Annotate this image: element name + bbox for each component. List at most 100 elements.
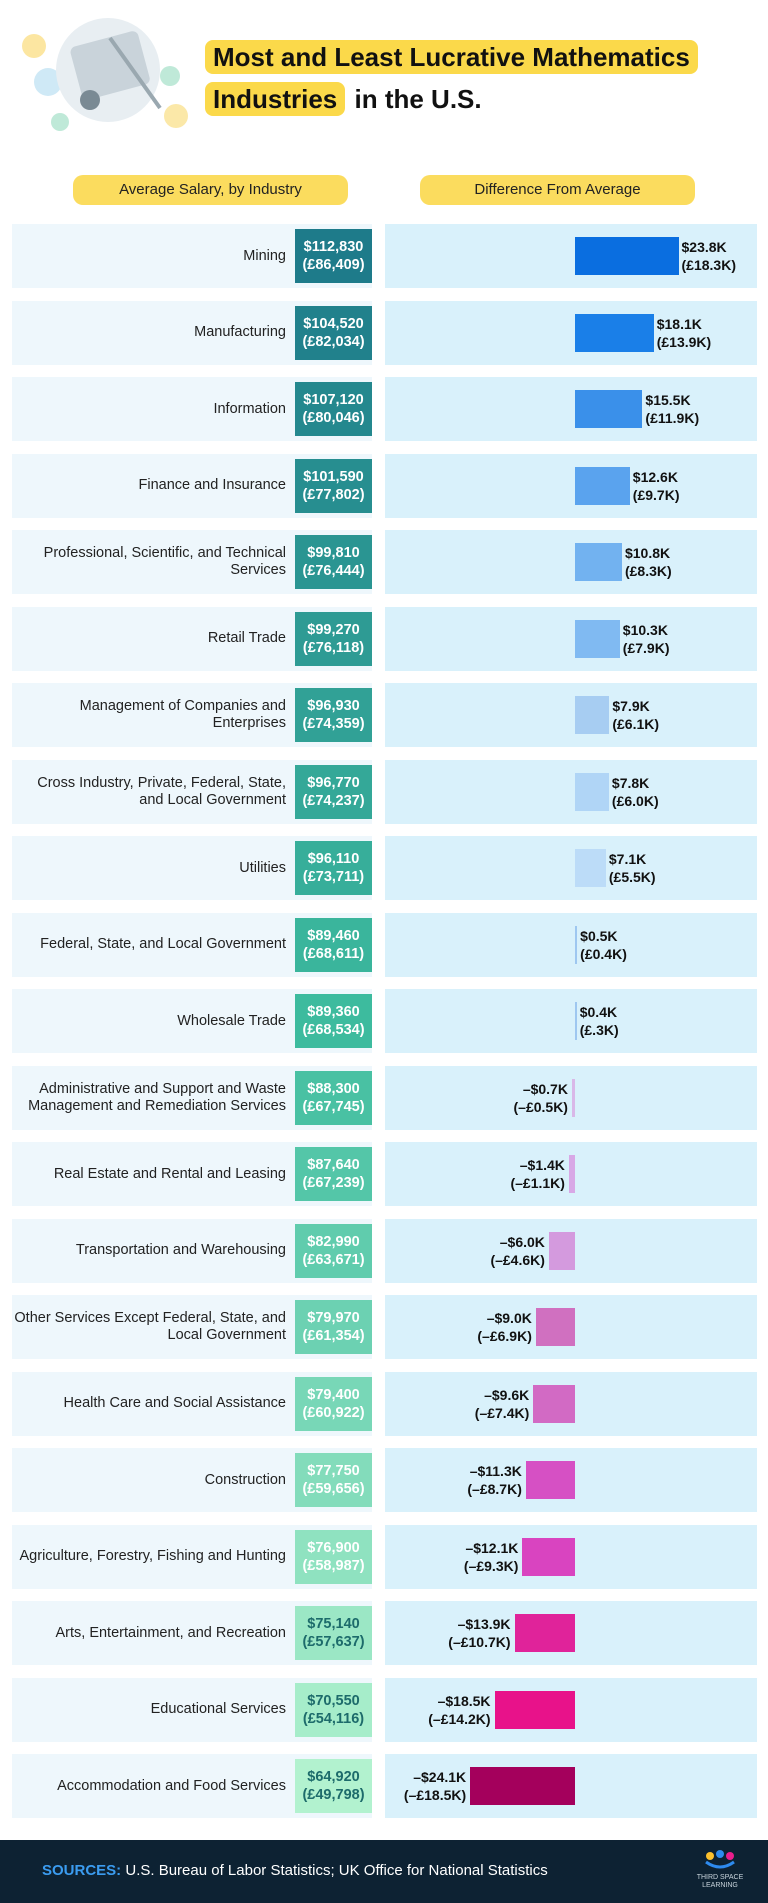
salary-gbp: (£68,611) bbox=[302, 945, 365, 962]
salary-usd: $76,900 bbox=[307, 1539, 360, 1556]
difference-label: $15.5K (£11.9K) bbox=[645, 391, 699, 427]
difference-bar bbox=[470, 1767, 575, 1805]
salary-usd: $82,990 bbox=[307, 1233, 360, 1250]
salary-gbp: (£77,802) bbox=[302, 486, 365, 503]
salary-gbp: (£67,745) bbox=[302, 1098, 365, 1115]
logo-icon bbox=[705, 1850, 735, 1869]
difference-usd-label: –$1.4K bbox=[519, 1157, 565, 1173]
difference-gbp-label: (–£1.1K) bbox=[510, 1175, 565, 1191]
difference-bar bbox=[575, 313, 654, 352]
difference-usd-label: $12.6K bbox=[632, 468, 678, 485]
column-header: Average Salary, by Industry bbox=[73, 175, 348, 205]
difference-label: –$6.0K (–£4.6K) bbox=[490, 1233, 544, 1269]
salary-usd: $79,400 bbox=[307, 1386, 360, 1403]
category-label: Finance and Insurance bbox=[138, 477, 286, 493]
salary-cell: $96,770 (£74,237) bbox=[295, 764, 372, 819]
difference-bar bbox=[522, 1537, 575, 1576]
salary-cell: $76,900 (£58,987) bbox=[295, 1529, 372, 1584]
row-right-panel bbox=[385, 1065, 757, 1130]
category-label: Educational Services bbox=[150, 1701, 286, 1717]
difference-label: –$0.7K (–£0.5K) bbox=[514, 1080, 568, 1116]
salary-gbp: (£61,354) bbox=[302, 1328, 365, 1344]
category-label: Other Services Except Federal, State, an… bbox=[14, 1310, 286, 1343]
salary-cell: $88,300 (£67,745) bbox=[295, 1070, 372, 1125]
difference-usd-label: $7.8K bbox=[611, 774, 650, 791]
category-label: Mining bbox=[243, 247, 286, 264]
category-label: Real Estate and Rental and Leasing bbox=[53, 1165, 286, 1182]
salary-gbp: (£73,711) bbox=[302, 869, 365, 885]
salary-usd: $64,920 bbox=[307, 1769, 360, 1785]
salary-usd: $101,590 bbox=[303, 468, 364, 485]
salary-usd: $96,930 bbox=[307, 698, 360, 714]
row-right-panel bbox=[385, 300, 757, 365]
category-label: Professional, Scientific, and Technical … bbox=[43, 545, 286, 578]
sources-text: U.S. Bureau of Labor Statistics; UK Offi… bbox=[125, 1862, 548, 1879]
row-right-panel bbox=[385, 377, 757, 441]
difference-label: $0.4K (£.3K) bbox=[580, 1003, 619, 1039]
difference-gbp-label: (£11.9K) bbox=[645, 410, 700, 426]
difference-usd-label: –$6.0K bbox=[499, 1233, 545, 1250]
column-header: Difference From Average bbox=[420, 175, 695, 205]
category-label: Management of Companies and Enterprises bbox=[79, 698, 286, 731]
salary-gbp: (£49,798) bbox=[302, 1787, 365, 1803]
difference-bar bbox=[494, 1690, 575, 1729]
difference-usd-label: –$13.9K bbox=[457, 1616, 511, 1632]
category-label: Health Care and Social Assistance bbox=[63, 1395, 286, 1411]
difference-gbp-label: (£6.0K) bbox=[611, 792, 659, 809]
logo-text: THIRD SPACE LEARNING bbox=[696, 1874, 744, 1889]
salary-usd: $79,970 bbox=[307, 1310, 360, 1326]
difference-bar bbox=[575, 772, 609, 811]
salary-cell: $70,550 (£54,116) bbox=[295, 1682, 372, 1737]
difference-bar bbox=[533, 1384, 575, 1423]
difference-bar bbox=[568, 1155, 575, 1193]
salary-usd: $104,520 bbox=[303, 315, 364, 332]
salary-cell: $101,590 (£77,802) bbox=[295, 458, 372, 513]
title-line: Most and Least Lucrative Mathematics bbox=[205, 40, 698, 74]
category-label: Accommodation and Food Services bbox=[57, 1777, 286, 1794]
salary-gbp: (£58,987) bbox=[302, 1557, 365, 1574]
salary-usd: $99,810 bbox=[307, 545, 360, 561]
difference-gbp-label: (£0.4K) bbox=[580, 945, 627, 962]
difference-label: $7.1K (£5.5K) bbox=[609, 850, 656, 886]
salary-gbp: (£59,656) bbox=[302, 1481, 365, 1497]
difference-usd-label: –$11.3K bbox=[469, 1463, 522, 1479]
difference-gbp-label: (–£9.3K) bbox=[463, 1557, 519, 1574]
salary-gbp: (£74,359) bbox=[302, 716, 365, 732]
salary-usd: $96,110 bbox=[307, 851, 360, 867]
salary-usd: $77,750 bbox=[307, 1463, 360, 1479]
salary-cell: $107,120 (£80,046) bbox=[295, 382, 372, 436]
salary-usd: $96,770 bbox=[307, 774, 360, 791]
salary-usd: $87,640 bbox=[307, 1157, 360, 1173]
salary-gbp: (£74,237) bbox=[302, 792, 365, 809]
difference-label: $0.5K (£0.4K) bbox=[580, 927, 627, 963]
salary-cell: $79,400 (£60,922) bbox=[295, 1376, 372, 1431]
difference-label: –$11.3K (–£8.7K) bbox=[467, 1462, 521, 1498]
difference-bar bbox=[575, 543, 622, 581]
difference-bar bbox=[575, 237, 679, 275]
difference-usd-label: $18.1K bbox=[656, 315, 702, 332]
difference-bar bbox=[525, 1461, 575, 1499]
salary-gbp: (£76,118) bbox=[302, 639, 365, 656]
salary-gbp: (£68,534) bbox=[302, 1022, 365, 1038]
salary-cell: $75,140 (£57,637) bbox=[295, 1606, 372, 1660]
difference-gbp-label: (–£14.2K) bbox=[428, 1710, 491, 1727]
difference-label: $10.3K (£7.9K) bbox=[623, 621, 670, 657]
row-right-panel bbox=[385, 989, 757, 1053]
row-right-panel bbox=[385, 836, 757, 900]
difference-usd-label: $23.8K bbox=[681, 239, 727, 255]
salary-usd: $99,270 bbox=[307, 621, 360, 638]
difference-gbp-label: (£8.3K) bbox=[624, 563, 672, 579]
difference-label: –$13.9K (–£10.7K) bbox=[448, 1615, 510, 1651]
difference-label: $10.8K (£8.3K) bbox=[625, 544, 672, 580]
row-right-panel bbox=[385, 224, 757, 288]
salary-gbp: (£76,444) bbox=[302, 563, 365, 579]
difference-usd-label: $7.9K bbox=[612, 698, 650, 714]
difference-label: –$18.5K (–£14.2K) bbox=[428, 1692, 490, 1728]
category-label: Cross Industry, Private, Federal, State,… bbox=[37, 774, 286, 808]
category-label: Arts, Entertainment, and Recreation bbox=[55, 1624, 286, 1641]
category-label: Information bbox=[213, 400, 286, 417]
difference-gbp-label: (£7.9K) bbox=[622, 639, 670, 656]
salary-usd: $112,830 bbox=[303, 239, 364, 255]
salary-cell: $64,920 (£49,798) bbox=[295, 1759, 372, 1813]
